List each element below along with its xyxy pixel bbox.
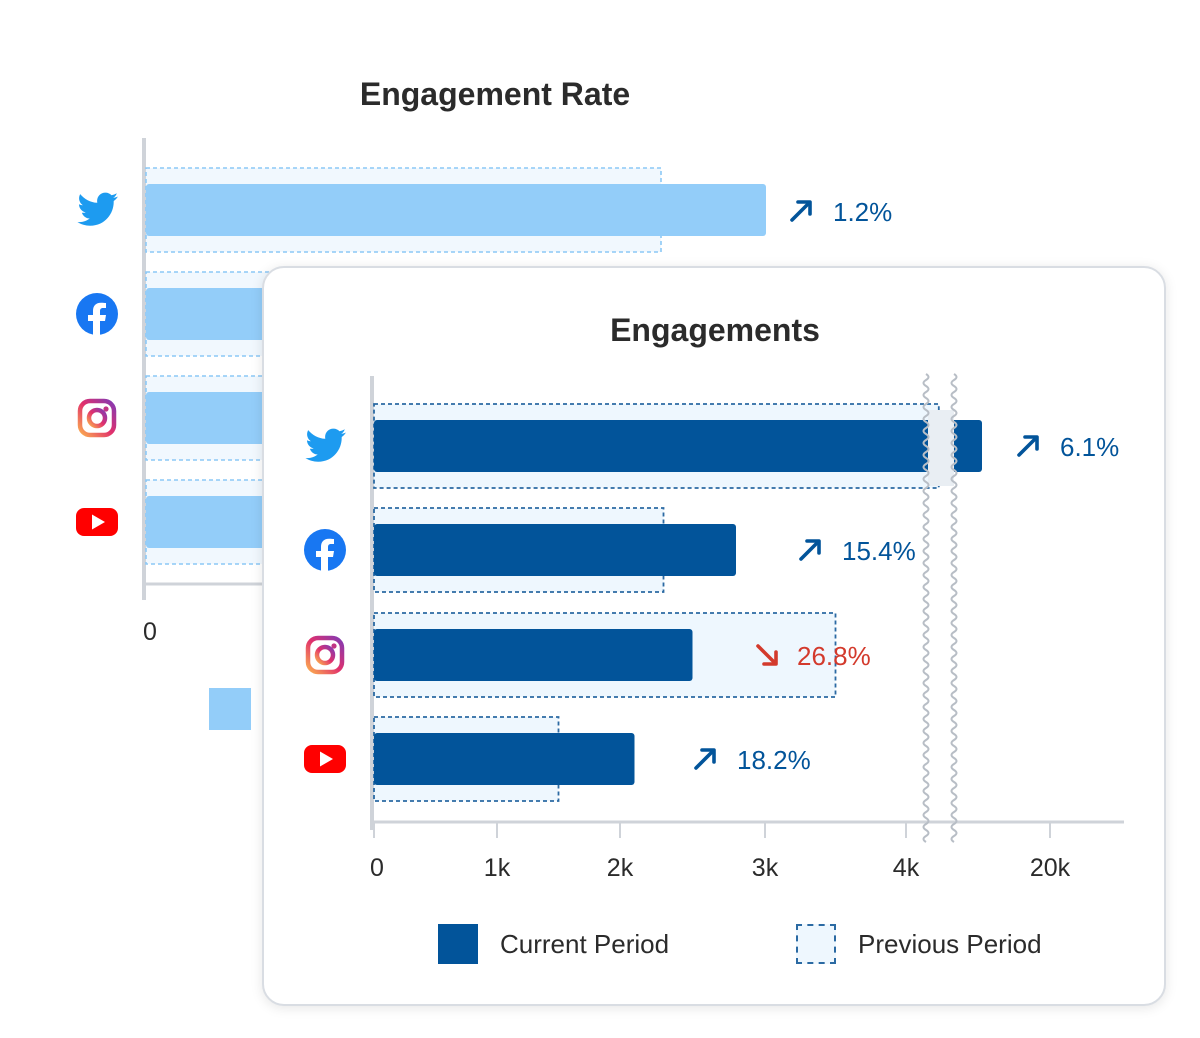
rate-legend-swatch (209, 688, 251, 730)
engagements-x-tick-label: 1k (484, 854, 511, 882)
engagements-youtube-icon (304, 745, 346, 773)
engagements-title: Engagements (610, 312, 820, 348)
engagements-x-tick-label: 2k (607, 854, 634, 882)
rate-twitter-icon (77, 192, 118, 226)
engagements-x-tick-label: 0 (370, 854, 384, 882)
rate-instagram-icon (77, 398, 117, 438)
engagements-current-bar (374, 420, 982, 472)
trend-up-icon (694, 748, 716, 770)
engagements-current-bar (374, 629, 693, 681)
legend-current-swatch (438, 924, 478, 964)
engagements-x-tick-label: 20k (1030, 854, 1071, 882)
engagements-instagram-icon (305, 635, 345, 675)
engagements-current-bar (374, 524, 736, 576)
trend-up-icon (799, 539, 821, 561)
engagements-facebook-icon (304, 529, 346, 572)
engagements-x-tick-label: 3k (752, 854, 779, 882)
rate-youtube-icon (76, 508, 118, 536)
legend-previous-label: Previous Period (858, 928, 1042, 959)
rate-trend-up-icon (790, 200, 812, 222)
trend-up-icon (1017, 435, 1039, 457)
trend-down-icon (756, 644, 778, 666)
legend-current-label: Current Period (500, 928, 670, 959)
legend-current-period: Current Period (438, 924, 669, 964)
axis-break-line-left (922, 373, 930, 843)
legend-previous-period: Previous Period (796, 924, 1042, 964)
engagement-rate-title: Engagement Rate (359, 76, 631, 112)
axis-break-line-right (950, 373, 958, 843)
rate-facebook-icon (76, 293, 118, 336)
engagements-delta-label: 6.1% (1060, 432, 1119, 462)
engagements-x-tick-label: 4k (893, 854, 920, 882)
engagements-delta-label: 18.2% (737, 745, 811, 775)
rate-current-bar (146, 184, 766, 236)
rate-x-tick-label: 0 (143, 618, 157, 646)
engagements-current-bar (374, 733, 635, 785)
rate-delta-label: 1.2% (833, 197, 892, 227)
engagements-delta-label: 26.8% (797, 641, 871, 671)
axis-break-band (928, 410, 954, 486)
legend-previous-swatch (796, 924, 836, 964)
engagements-twitter-icon (305, 428, 346, 462)
engagements-delta-label: 15.4% (842, 536, 916, 566)
